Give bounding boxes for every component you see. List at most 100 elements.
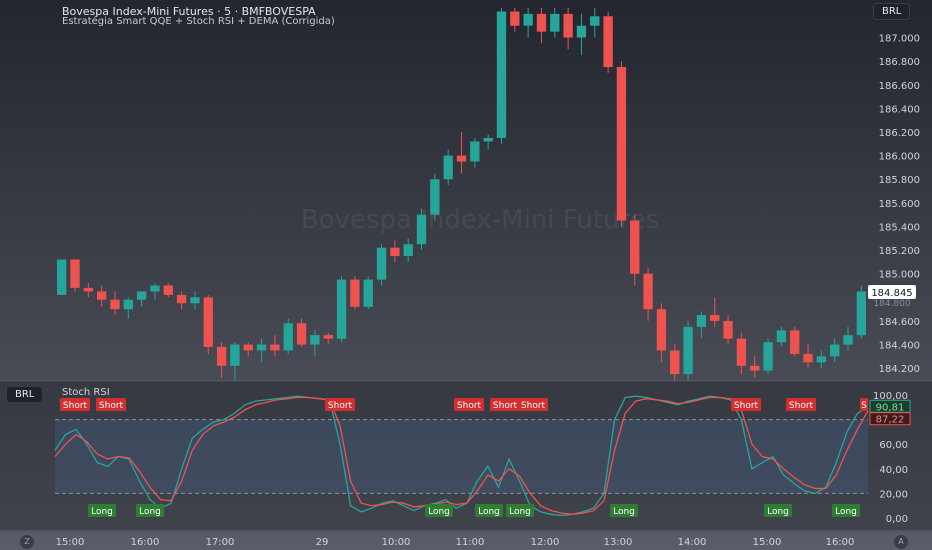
long-signal-label: Long	[613, 507, 635, 517]
price-tick-label: 186.000	[879, 152, 920, 163]
time-tick-label: 15:00	[753, 537, 782, 548]
stoch-tick-label: 60,00	[879, 440, 908, 451]
candle-body	[803, 354, 813, 363]
candle-body	[563, 13, 573, 38]
candle-body	[483, 137, 493, 142]
candle-body	[603, 16, 613, 68]
long-signal-badge	[475, 504, 503, 517]
time-tick-label: 13:00	[604, 537, 633, 548]
price-tick-label: 185.400	[879, 222, 920, 233]
long-signal-label: Long	[835, 507, 857, 517]
price-tick-label: 186.400	[879, 104, 920, 115]
long-signal-badge	[610, 504, 638, 517]
long-signal-badge	[136, 504, 164, 517]
candle-body	[323, 335, 333, 339]
short-signal-badge	[731, 398, 761, 411]
candle-body	[843, 335, 853, 345]
time-tick-label: 16:00	[131, 537, 160, 548]
short-signal-badge	[60, 398, 90, 411]
candle-body	[736, 338, 747, 366]
short-signal-badge	[454, 398, 484, 411]
candle-body	[110, 299, 120, 310]
candle-body	[456, 155, 467, 162]
candle-body	[790, 330, 800, 355]
candle-body	[270, 344, 280, 351]
stoch-tick-label: 20,00	[879, 489, 908, 500]
candle-body	[683, 326, 693, 375]
candle-body	[363, 279, 373, 307]
candle-body	[590, 16, 600, 26]
short-signal-label: Short	[99, 401, 124, 411]
prev-price-label: 184.800	[873, 299, 910, 309]
strategy-subtitle: Estratégia Smart QQE + Stoch RSI + DEMA …	[62, 16, 335, 27]
candle-body	[310, 335, 320, 345]
candle-body	[403, 244, 413, 256]
candle-body	[416, 214, 427, 245]
price-tick-label: 184.600	[879, 317, 920, 328]
candle-body	[256, 344, 267, 351]
candle-body	[83, 287, 93, 292]
candle-body	[336, 279, 347, 339]
stoch-tick-label: 0,00	[886, 514, 908, 525]
d-value-label: 87,22	[876, 415, 905, 426]
candle-body	[470, 141, 480, 162]
candle-body	[176, 294, 187, 304]
candle-body	[430, 179, 440, 215]
time-tick-label: 15:00	[56, 537, 85, 548]
candle-body	[216, 346, 227, 366]
candle-body	[830, 344, 840, 357]
price-tick-label: 187.000	[879, 34, 920, 45]
price-tick-label: 184.400	[879, 341, 920, 352]
short-signal-label: S	[861, 401, 867, 411]
short-signal-label: Short	[328, 401, 353, 411]
candle-body	[750, 365, 760, 371]
short-signal-badge	[860, 398, 868, 411]
candle-body	[136, 291, 147, 300]
auto-scale-icon[interactable]: A	[894, 535, 908, 549]
long-signal-badge	[764, 504, 792, 517]
short-signal-badge	[518, 398, 548, 411]
price-tick-label: 186.200	[879, 128, 920, 139]
long-signal-label: Long	[767, 507, 789, 517]
short-signal-label: Short	[521, 401, 546, 411]
candle-body	[510, 11, 520, 26]
time-tick-label: 16:00	[826, 537, 855, 548]
candles-group	[56, 8, 867, 380]
candle-body	[550, 13, 560, 32]
candle-body	[670, 350, 680, 375]
candle-body	[150, 285, 160, 292]
candle-body	[616, 67, 627, 221]
short-signal-label: Short	[457, 401, 482, 411]
currency-button-top[interactable]: BRL	[873, 3, 911, 20]
short-signal-badge	[786, 398, 816, 411]
price-tick-label: 185.200	[879, 246, 920, 257]
short-signal-label: Short	[789, 401, 814, 411]
zoom-corner-icon[interactable]: Z	[20, 535, 34, 549]
price-tick-label: 186.800	[879, 57, 920, 68]
stoch-tick-label: 100,00	[873, 391, 908, 402]
candle-body	[390, 247, 400, 256]
short-signal-label: Short	[734, 401, 759, 411]
candle-body	[710, 315, 720, 321]
k-value-label: 90,81	[876, 402, 905, 413]
currency-button-bottom[interactable]: BRL	[6, 386, 44, 403]
candle-body	[723, 320, 733, 339]
candle-body	[816, 356, 827, 363]
candle-body	[296, 323, 307, 345]
candle-body	[576, 25, 587, 38]
chart-title: Bovespa Index-Mini Futures · 5 · BMFBOVE…	[62, 5, 316, 18]
time-tick-label: 12:00	[531, 537, 560, 548]
candle-body	[163, 285, 173, 295]
candle-body	[230, 344, 240, 366]
indicator-label: Stoch RSI	[62, 387, 110, 398]
candle-body	[243, 344, 253, 351]
candle-body	[283, 323, 293, 351]
candle-body	[56, 259, 67, 295]
long-signal-label: Long	[509, 507, 531, 517]
price-tick-label: 186.600	[879, 81, 920, 92]
stoch-tick-label: 40,00	[879, 465, 908, 476]
candle-body	[776, 330, 787, 343]
d-value-tag	[869, 412, 911, 426]
short-signal-badge	[325, 398, 355, 411]
long-signal-label: Long	[139, 507, 161, 517]
